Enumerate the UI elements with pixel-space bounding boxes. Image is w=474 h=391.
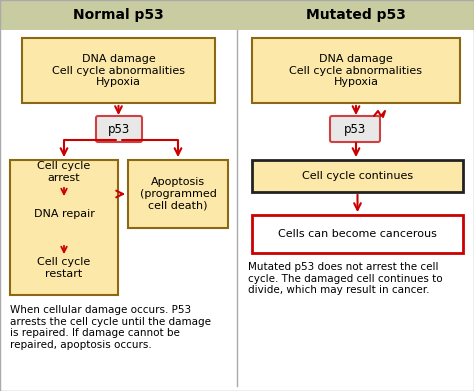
Bar	[252, 215, 463, 253]
Bar	[252, 160, 463, 192]
Text: Normal p53: Normal p53	[73, 8, 164, 22]
Bar	[252, 38, 460, 103]
Text: Mutated p53: Mutated p53	[306, 8, 405, 22]
Text: Mutated p53 does not arrest the cell
cycle. The damaged cell continues to
divide: Mutated p53 does not arrest the cell cyc…	[248, 262, 443, 295]
Bar	[10, 160, 118, 295]
Text: DNA damage
Cell cycle abnormalities
Hypoxia: DNA damage Cell cycle abnormalities Hypo…	[290, 54, 422, 87]
Text: DNA repair: DNA repair	[34, 209, 94, 219]
Text: Cell cycle
restart: Cell cycle restart	[37, 257, 91, 279]
FancyBboxPatch shape	[330, 116, 380, 142]
Text: Cells can become cancerous: Cells can become cancerous	[278, 229, 437, 239]
Bar	[22, 38, 215, 103]
Text: When cellular damage occurs. P53
arrests the cell cycle until the damage
is repa: When cellular damage occurs. P53 arrests…	[10, 305, 211, 350]
Text: p53: p53	[344, 122, 366, 136]
FancyBboxPatch shape	[96, 116, 142, 142]
Text: Cell cycle continues: Cell cycle continues	[302, 171, 413, 181]
Text: Apoptosis
(programmed
cell death): Apoptosis (programmed cell death)	[139, 178, 217, 211]
Bar	[0, 0, 474, 30]
Text: p53: p53	[108, 122, 130, 136]
Text: DNA damage
Cell cycle abnormalities
Hypoxia: DNA damage Cell cycle abnormalities Hypo…	[52, 54, 185, 87]
Text: Cell cycle
arrest: Cell cycle arrest	[37, 161, 91, 183]
Bar	[128, 160, 228, 228]
